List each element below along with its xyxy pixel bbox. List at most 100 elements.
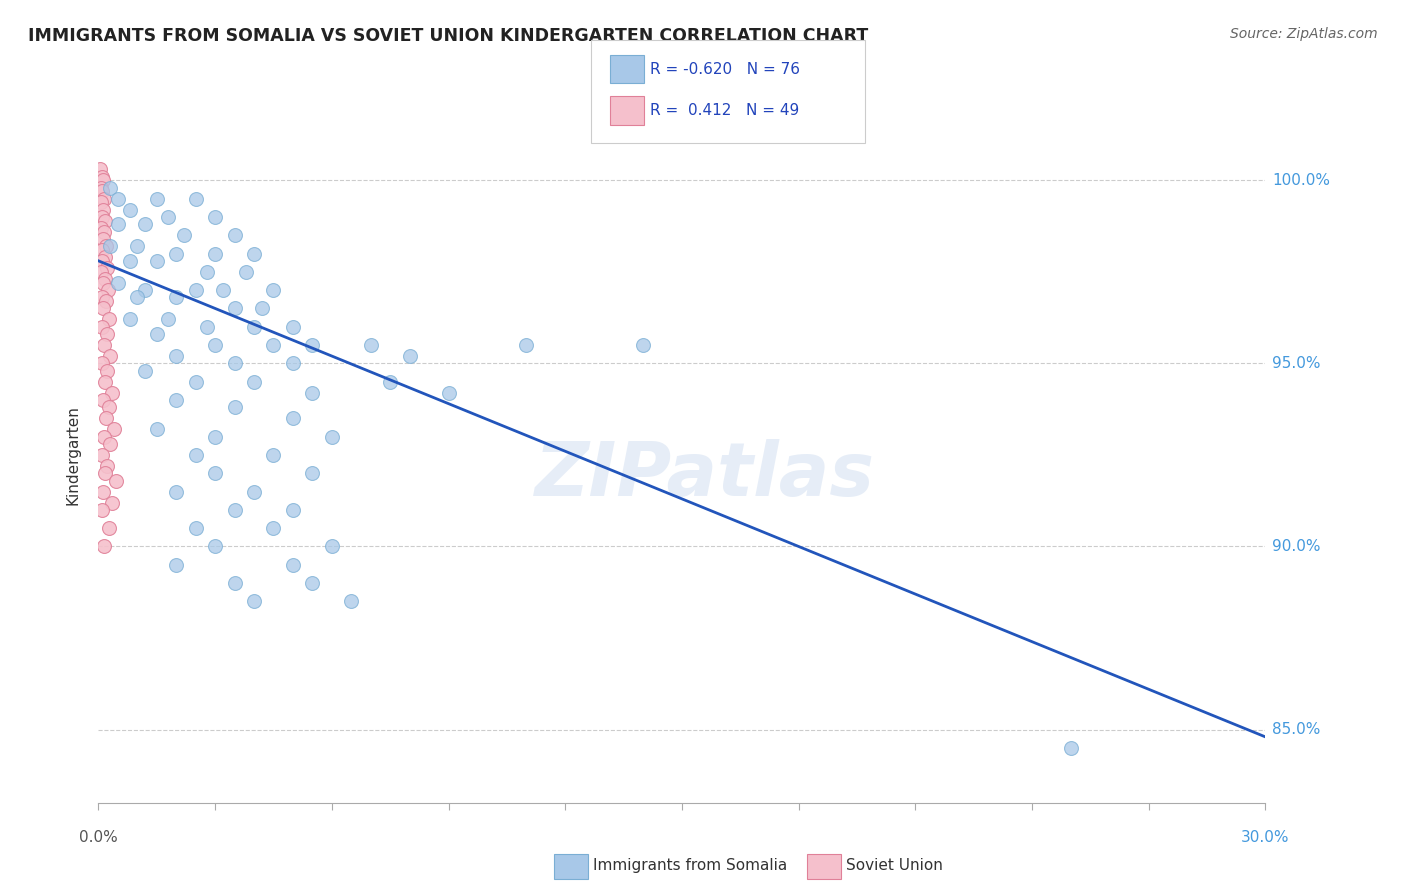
- Point: [631, 338, 654, 352]
- Point: [437, 385, 460, 400]
- Point: [184, 192, 207, 206]
- Point: [90, 195, 112, 210]
- Point: [165, 392, 187, 407]
- Text: Source: ZipAtlas.com: Source: ZipAtlas.com: [1230, 27, 1378, 41]
- Point: [107, 217, 129, 231]
- Point: [301, 467, 323, 481]
- Point: [204, 246, 226, 260]
- Point: [98, 239, 121, 253]
- Point: [96, 327, 118, 342]
- Point: [103, 422, 125, 436]
- Point: [224, 401, 246, 415]
- Point: [281, 411, 304, 425]
- Point: [212, 283, 235, 297]
- Point: [515, 338, 537, 352]
- Point: [90, 210, 112, 224]
- Point: [157, 210, 180, 224]
- Point: [165, 349, 187, 363]
- Point: [204, 540, 226, 554]
- Point: [243, 375, 266, 389]
- Point: [93, 429, 115, 443]
- Point: [90, 265, 112, 279]
- Point: [184, 283, 207, 297]
- Point: [301, 385, 323, 400]
- Point: [93, 338, 115, 352]
- Point: [165, 290, 187, 304]
- Point: [96, 364, 118, 378]
- Point: [101, 385, 124, 400]
- Point: [281, 503, 304, 517]
- Point: [184, 375, 207, 389]
- Point: [118, 202, 141, 217]
- Point: [204, 467, 226, 481]
- Point: [94, 467, 117, 481]
- Point: [93, 192, 115, 206]
- Point: [98, 180, 121, 194]
- Point: [243, 594, 266, 608]
- Point: [90, 169, 112, 184]
- Point: [90, 290, 112, 304]
- Text: ZIPatlas: ZIPatlas: [536, 439, 876, 512]
- Point: [165, 246, 187, 260]
- Point: [97, 283, 120, 297]
- Point: [301, 338, 323, 352]
- Point: [398, 349, 420, 363]
- Point: [262, 521, 284, 535]
- Text: 30.0%: 30.0%: [1241, 830, 1289, 845]
- Point: [224, 228, 246, 243]
- Point: [146, 192, 169, 206]
- Point: [281, 319, 304, 334]
- Point: [96, 261, 118, 276]
- Text: 85.0%: 85.0%: [1272, 722, 1320, 737]
- Point: [118, 312, 141, 326]
- Point: [184, 448, 207, 462]
- Point: [94, 294, 117, 309]
- Point: [90, 319, 112, 334]
- Point: [262, 338, 284, 352]
- Point: [91, 356, 114, 370]
- Point: [195, 265, 218, 279]
- Point: [93, 540, 115, 554]
- Point: [94, 272, 117, 286]
- Point: [107, 192, 129, 206]
- Point: [93, 202, 115, 217]
- Point: [94, 213, 117, 227]
- Point: [91, 484, 114, 499]
- Text: 100.0%: 100.0%: [1272, 173, 1330, 188]
- Point: [1060, 740, 1083, 755]
- Point: [107, 276, 129, 290]
- Point: [250, 301, 273, 316]
- Point: [184, 521, 207, 535]
- Point: [91, 392, 114, 407]
- Point: [301, 576, 323, 591]
- Point: [90, 243, 112, 257]
- Point: [134, 364, 156, 378]
- Point: [235, 265, 257, 279]
- Text: IMMIGRANTS FROM SOMALIA VS SOVIET UNION KINDERGARTEN CORRELATION CHART: IMMIGRANTS FROM SOMALIA VS SOVIET UNION …: [28, 27, 869, 45]
- Point: [146, 327, 169, 342]
- Text: R = -0.620   N = 76: R = -0.620 N = 76: [650, 62, 800, 77]
- Point: [243, 246, 266, 260]
- Point: [165, 484, 187, 499]
- Point: [90, 180, 112, 194]
- Point: [89, 162, 111, 177]
- Point: [173, 228, 195, 243]
- Text: Soviet Union: Soviet Union: [846, 858, 943, 872]
- Point: [262, 448, 284, 462]
- Point: [243, 484, 266, 499]
- Point: [90, 448, 112, 462]
- Point: [224, 356, 246, 370]
- Point: [224, 576, 246, 591]
- Point: [224, 301, 246, 316]
- Point: [98, 437, 121, 451]
- Point: [127, 239, 149, 253]
- Point: [157, 312, 180, 326]
- Point: [321, 540, 343, 554]
- Point: [204, 210, 226, 224]
- Point: [97, 401, 120, 415]
- Point: [91, 232, 114, 246]
- Point: [360, 338, 382, 352]
- Point: [96, 411, 118, 425]
- Point: [91, 184, 114, 198]
- Text: 95.0%: 95.0%: [1272, 356, 1320, 371]
